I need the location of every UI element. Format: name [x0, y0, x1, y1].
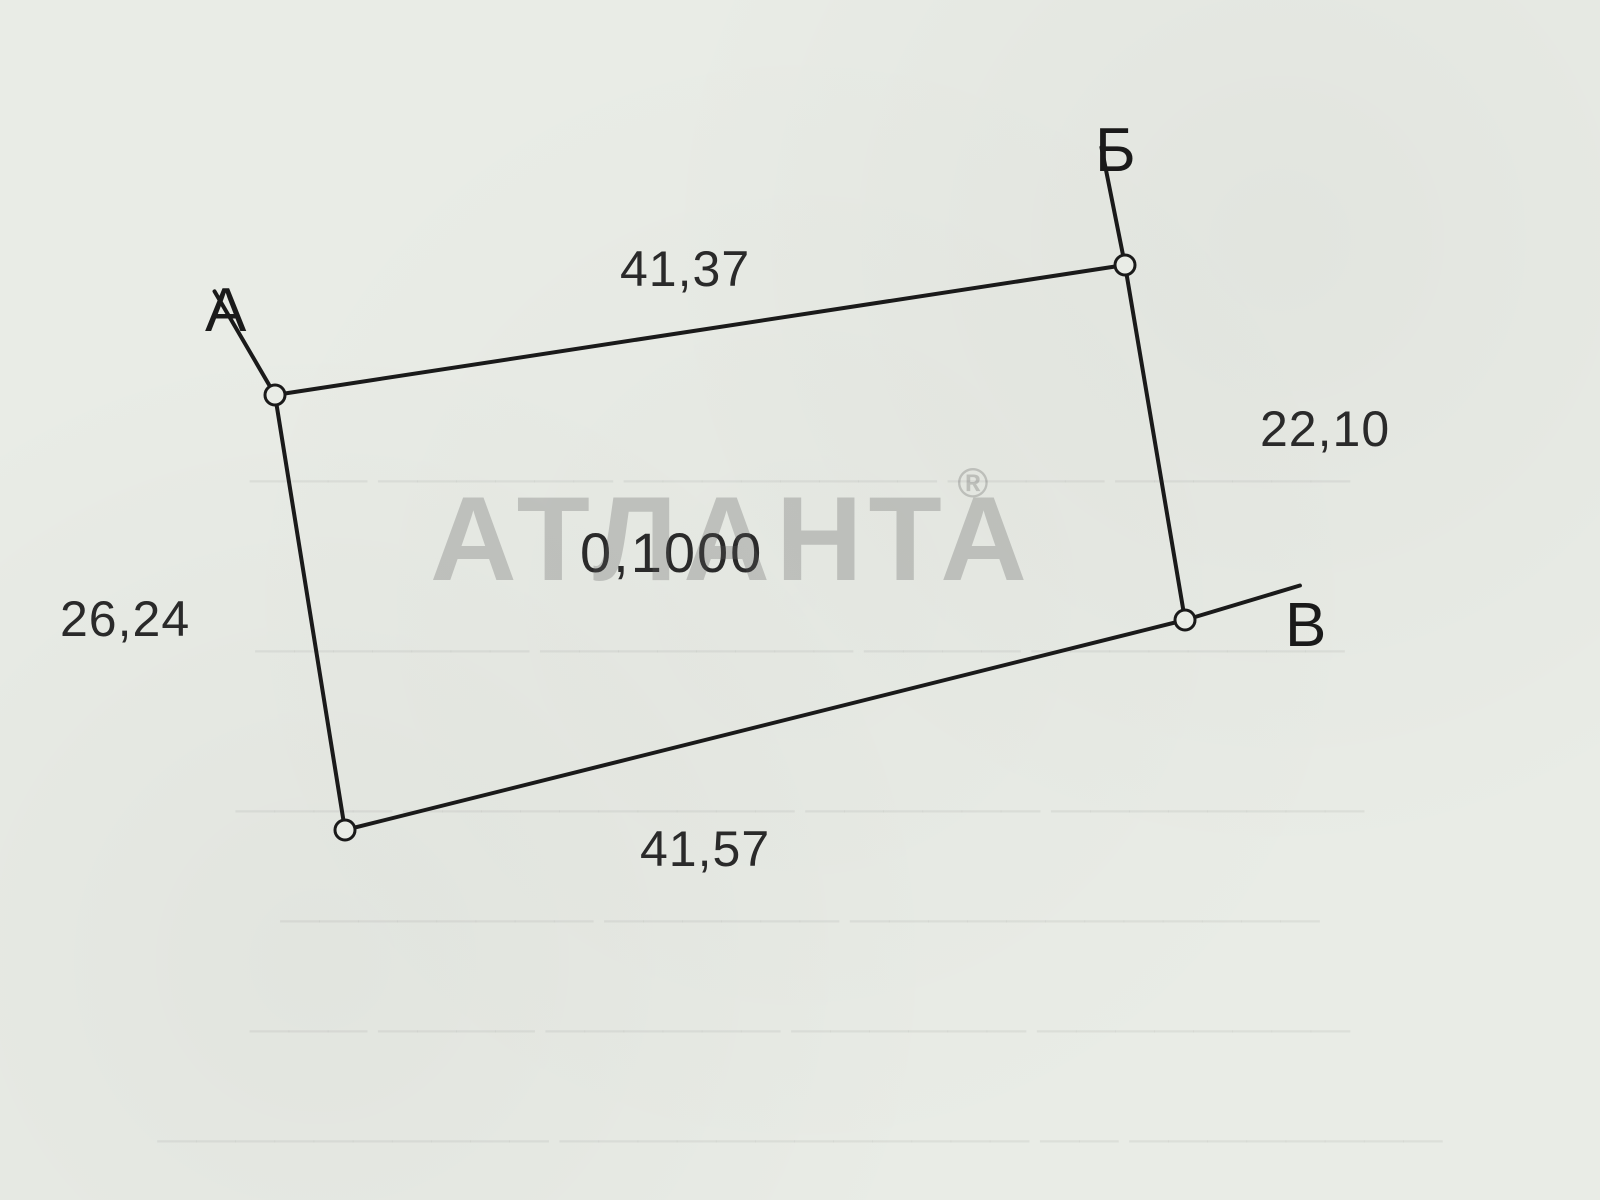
edge-label-V-G: 41,57 [640, 820, 770, 878]
edge-label-A-B: 41,37 [620, 240, 750, 298]
edge-label-G-A: 26,24 [60, 590, 190, 648]
vertex-label-B: Б [1095, 115, 1136, 186]
extension-V [1185, 586, 1300, 620]
edge-label-B-V: 22,10 [1260, 400, 1390, 458]
vertex-G [335, 820, 355, 840]
edge-V-G [345, 620, 1185, 830]
vertex-label-A: А [205, 275, 246, 346]
vertex-V [1175, 610, 1195, 630]
vertex-A [265, 385, 285, 405]
edge-B-V [1125, 265, 1185, 620]
survey-diagram: ——— —————— ———————— ———— ————————————— —… [0, 0, 1600, 1200]
plot-svg [0, 0, 1600, 1200]
edge-G-A [275, 395, 345, 830]
area-label: 0,1000 [580, 520, 763, 585]
vertex-B [1115, 255, 1135, 275]
vertex-label-V: В [1285, 590, 1326, 661]
